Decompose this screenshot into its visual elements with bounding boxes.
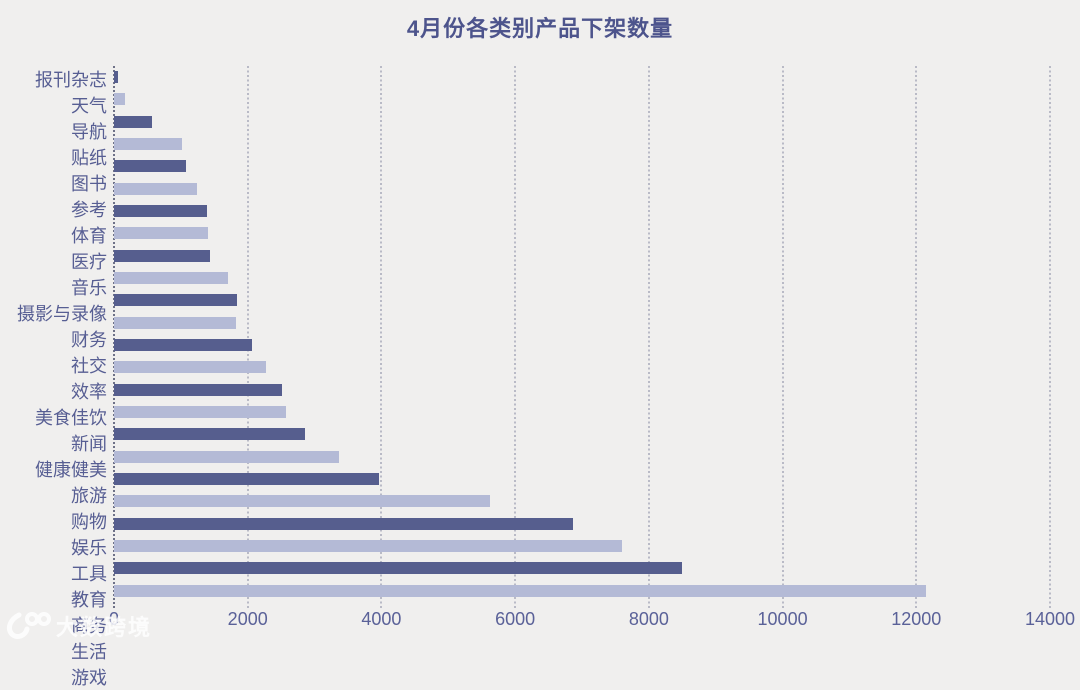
category-label: 音乐 — [71, 278, 107, 298]
x-tick-label: 8000 — [628, 609, 669, 629]
category-label: 旅游 — [71, 486, 107, 506]
gridline — [246, 66, 249, 610]
category-label: 贴纸 — [71, 148, 107, 168]
bar-row — [114, 222, 1050, 244]
bar — [114, 562, 683, 575]
bar-row — [114, 178, 1050, 200]
x-tick-label: 6000 — [495, 609, 536, 629]
category-label: 摄影与录像 — [17, 304, 107, 324]
category-label: 医疗 — [71, 252, 107, 272]
bar-row — [114, 557, 1050, 579]
category-label: 健康健美 — [35, 460, 107, 480]
plot-area — [113, 66, 1051, 610]
bar-row — [114, 535, 1050, 557]
bar-row — [114, 111, 1050, 133]
bar — [114, 495, 490, 508]
category-label: 商务 — [71, 616, 107, 636]
bar-row — [114, 423, 1050, 445]
category-label: 体育 — [71, 226, 107, 246]
bar — [114, 249, 210, 262]
category-label: 教育 — [71, 590, 107, 610]
bar-row — [114, 401, 1050, 423]
bar-row — [114, 580, 1050, 602]
bar-row — [114, 200, 1050, 222]
bar — [114, 316, 236, 329]
bar — [114, 205, 207, 218]
axis-line — [113, 66, 115, 610]
bar — [114, 138, 182, 151]
x-tick-label: 4000 — [361, 609, 402, 629]
bar — [114, 227, 208, 240]
bar-row — [114, 66, 1050, 88]
category-label: 社交 — [71, 356, 107, 376]
bar — [114, 339, 252, 352]
gridline — [915, 66, 918, 610]
bar — [114, 361, 266, 374]
watermark-text: 大数跨境 — [56, 615, 153, 640]
bar — [114, 584, 927, 597]
category-label: 购物 — [71, 512, 107, 532]
x-tick-label: 0 — [108, 609, 120, 629]
gridline — [514, 66, 517, 610]
watermark-logo — [6, 612, 51, 639]
bar-row — [114, 468, 1050, 490]
bar — [114, 383, 283, 396]
gridline — [647, 66, 650, 610]
category-axis: 报刊杂志天气导航贴纸图书参考体育医疗音乐摄影与录像财务社交效率美食佳饮新闻健康健… — [0, 66, 107, 688]
bar-row — [114, 289, 1050, 311]
bar — [114, 517, 573, 530]
category-label: 导航 — [71, 122, 107, 142]
bar — [114, 540, 623, 553]
category-label: 效率 — [71, 382, 107, 402]
bar-row — [114, 267, 1050, 289]
bar — [114, 160, 186, 173]
bar-row — [114, 155, 1050, 177]
x-tick-label: 2000 — [227, 609, 268, 629]
bar-row — [114, 133, 1050, 155]
bar-row — [114, 88, 1050, 110]
category-label: 图书 — [71, 174, 107, 194]
category-label: 娱乐 — [71, 538, 107, 558]
bar — [114, 294, 237, 307]
bar — [114, 93, 126, 106]
watermark: 大数跨境 — [5, 610, 152, 642]
bar-row — [114, 513, 1050, 535]
category-label: 游戏 — [71, 668, 107, 688]
gridline — [380, 66, 383, 610]
bar-row — [114, 379, 1050, 401]
category-label: 新闻 — [71, 434, 107, 454]
category-label: 财务 — [71, 330, 107, 350]
bar-row — [114, 334, 1050, 356]
bar — [114, 428, 305, 441]
bar — [114, 182, 197, 195]
chart-title: 4月份各类别产品下架数量 — [406, 16, 674, 41]
x-axis: 0 2000 4000 6000 8000 10000 12000 14000 — [109, 609, 1075, 635]
category-label: 天气 — [71, 96, 107, 116]
bar — [114, 272, 229, 285]
bar-row — [114, 245, 1050, 267]
category-label: 工具 — [71, 564, 107, 584]
x-tick-label: 14000 — [1024, 609, 1076, 629]
bar-rows — [114, 66, 1050, 602]
bar — [114, 115, 153, 128]
gridline — [781, 66, 784, 610]
bar-row — [114, 446, 1050, 468]
bar — [114, 71, 119, 84]
bar — [114, 450, 340, 463]
bar — [114, 473, 379, 486]
category-label: 参考 — [71, 200, 107, 220]
x-tick-label: 10000 — [757, 609, 808, 629]
x-tick-label: 12000 — [891, 609, 942, 629]
gridline — [1049, 66, 1051, 610]
bar-row — [114, 312, 1050, 334]
category-label: 美食佳饮 — [35, 408, 107, 428]
category-label: 报刊杂志 — [35, 70, 107, 90]
bar-row — [114, 356, 1050, 378]
bar-row — [114, 490, 1050, 512]
bar — [114, 406, 287, 419]
